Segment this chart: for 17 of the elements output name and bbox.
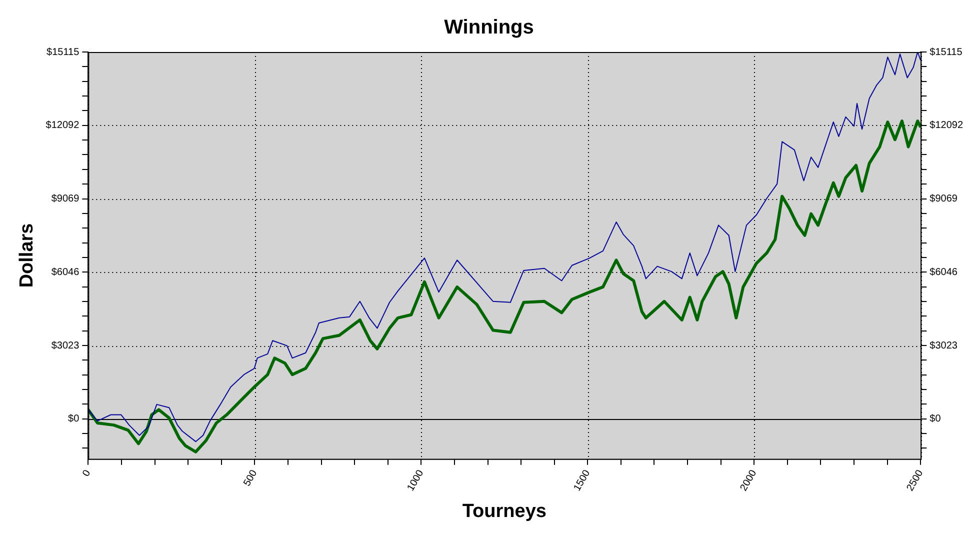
chart-title: Winnings xyxy=(444,16,534,39)
y2-tick-label: $0 xyxy=(930,414,942,425)
x-axis-title: Tourneys xyxy=(462,500,546,522)
y2-tick-label: $6046 xyxy=(930,266,958,278)
x-tick-label: 0 xyxy=(80,468,94,479)
y-tick-label: $3023 xyxy=(51,340,80,352)
y-axis-title: Dollars xyxy=(16,223,38,288)
y-tick-label: $9069 xyxy=(51,194,80,205)
y-tick-label: $12092 xyxy=(46,120,80,132)
y2-tick-label: $9069 xyxy=(930,194,958,205)
y2-tick-label: $15115 xyxy=(930,46,963,58)
x-tick-label: 500 xyxy=(242,468,260,488)
y-tick-label: $15115 xyxy=(46,46,80,58)
y2-tick-label: $3023 xyxy=(930,340,958,352)
y2-tick-label: $12092 xyxy=(930,120,964,132)
y-tick-label: $0 xyxy=(68,414,80,425)
y-tick-label: $6046 xyxy=(51,266,80,278)
